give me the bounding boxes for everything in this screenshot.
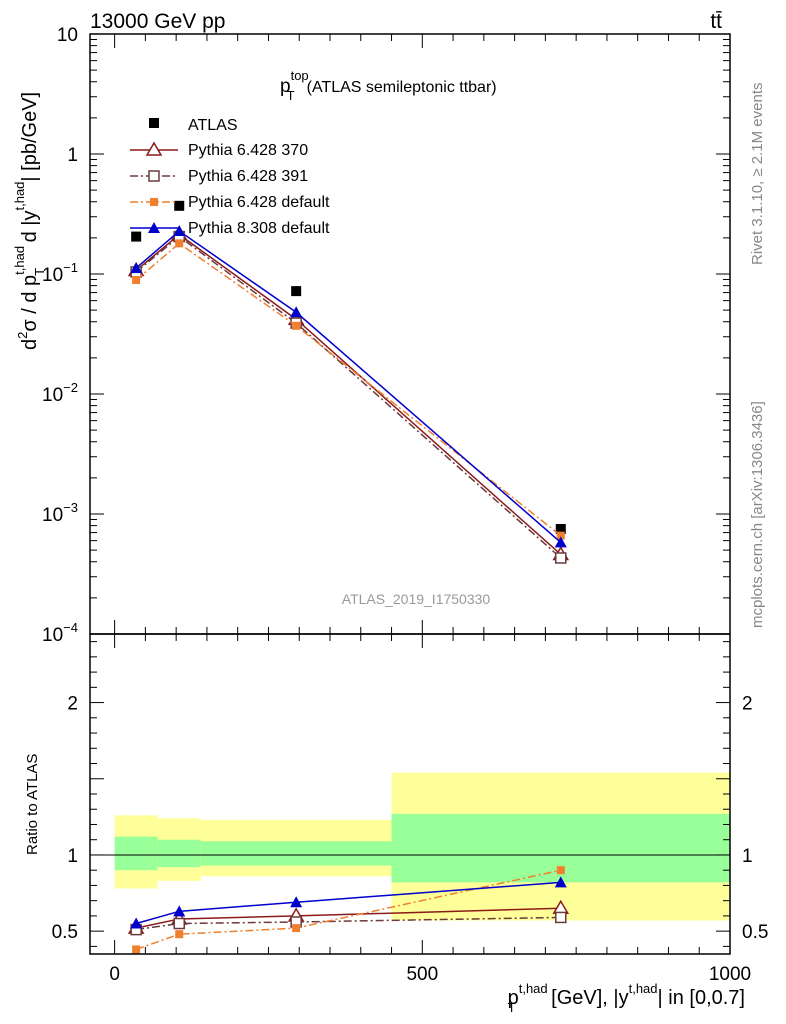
- main-y-tick-label: 10−3: [42, 500, 78, 526]
- main-point-s4-3: [554, 536, 567, 548]
- ratio-band-green: [114, 836, 158, 871]
- main-series-line-1: [135, 233, 562, 556]
- legend-entry-pythia6-default: Pythia 6.428 default: [130, 194, 330, 211]
- ratio-point-s3-1: [173, 905, 186, 917]
- legend-label-pythia8-default: Pythia 8.308 default: [188, 220, 330, 237]
- ratio-series-line-1: [136, 916, 561, 931]
- x-tick-label: 500: [406, 964, 438, 985]
- main-point-s0-0: [131, 231, 142, 242]
- main-y-tick-label: 10−1: [42, 260, 78, 286]
- legend-entry-pythia8-default: Pythia 8.308 default: [130, 220, 330, 237]
- main-y-axis-label: d2σ / d pt,had T d |yt,had| [pb/GeV]: [12, 92, 47, 350]
- legend-label-pythia6-370: Pythia 6.428 370: [188, 142, 308, 159]
- main-point-s0-1: [174, 200, 185, 211]
- ratio-y-tick-label: 2: [67, 694, 78, 715]
- analysis-watermark: ATLAS_2019_I1750330: [342, 591, 491, 607]
- ratio-y-tick-label: 0.5: [52, 922, 78, 943]
- main-point-s0-2: [291, 286, 302, 297]
- legend-marker-pythia8-default: [148, 222, 160, 233]
- main-y-tick-label: 10−2: [42, 380, 78, 406]
- legend: ATLAS Pythia 6.428 370 Pythia 6.428 391 …: [130, 117, 330, 237]
- main-series-line-4: [135, 230, 562, 543]
- main-point-s4-2: [290, 306, 303, 318]
- legend-marker-atlas: [149, 118, 159, 128]
- x-tick-label: 0: [109, 964, 120, 985]
- ratio-point-s2-3: [556, 866, 565, 875]
- ratio-point-s3-2: [290, 896, 303, 908]
- ratio-series-line-3: [135, 881, 561, 925]
- main-point-s4-1: [173, 225, 186, 237]
- legend-entry-pythia6-391: Pythia 6.428 391: [130, 168, 308, 185]
- main-y-tick-label: 10−4: [42, 620, 78, 646]
- process-label: tt̄: [710, 10, 722, 33]
- legend-marker-pythia6-default: [150, 198, 158, 206]
- main-panel: 10 1 10−1 10−2 10−3 10−4 ptop T (ATLAS semilept…: [12, 25, 731, 646]
- ratio-point-s3-0: [130, 917, 143, 929]
- ratio-point-s2-1: [175, 930, 184, 939]
- ratio-y-tick-label: 1: [67, 846, 78, 867]
- ratio-point-s3-3: [554, 876, 567, 888]
- ratio-band-green: [157, 839, 201, 868]
- legend-marker-pythia6-391: [148, 170, 160, 182]
- legend-entry-pythia6-370: Pythia 6.428 370: [130, 141, 308, 159]
- main-series-line-2: [135, 235, 562, 559]
- ratio-y-axis-label: Ratio to ATLAS: [24, 754, 41, 855]
- legend-label-pythia6-391: Pythia 6.428 391: [188, 168, 308, 185]
- main-frame: [89, 33, 731, 635]
- ratio-point-s1-1: [173, 917, 185, 930]
- ratio-point-s1-3: [555, 911, 567, 924]
- ratio-series-line-2: [135, 869, 561, 951]
- legend-label-atlas: ATLAS: [188, 117, 238, 134]
- main-point-s3-2: [292, 321, 301, 330]
- energy-label: 13000 GeV pp: [90, 10, 225, 33]
- ratio-y-tick-label-right: 0.5: [742, 922, 768, 943]
- ratio-y-tick-label-right: 2: [742, 694, 753, 715]
- x-axis-label: pt,had T [GeV], |yt,had| in [0,0.7]: [508, 981, 745, 1015]
- ratio-y-tick-label-right: 1: [742, 846, 753, 867]
- x-tick-label: 1000: [709, 964, 751, 985]
- main-y-tick-label: 1: [67, 145, 78, 166]
- main-point-s2-3: [555, 552, 567, 564]
- ratio-panel: 0.5 0.5 1 1 2 2 0 500 1000 Ratio to ATLAS pt,ha…: [24, 633, 768, 1015]
- legend-entry-atlas: ATLAS: [149, 117, 238, 134]
- main-point-s3-0: [132, 276, 141, 285]
- legend-label-pythia6-default: Pythia 6.428 default: [188, 194, 330, 211]
- ratio-point-s2-0: [132, 945, 141, 954]
- main-y-tick-label: 10: [57, 25, 78, 46]
- ratio-point-s2-2: [292, 924, 301, 933]
- ratio-series-line-0: [135, 907, 561, 929]
- ratio-band-green: [200, 841, 392, 866]
- main-point-s4-0: [130, 262, 143, 274]
- main-point-s3-1: [175, 239, 184, 248]
- main-point-s0-3: [555, 523, 566, 534]
- main-series-line-3: [135, 242, 562, 537]
- mcplots-label: mcplots.cern.ch [arXiv:1306.3436]: [749, 401, 766, 628]
- legend-marker-pythia6-370: [145, 141, 163, 156]
- plot-title: ptop T (ATLAS semileptonic ttbar): [280, 68, 497, 103]
- rivet-version-label: Rivet 3.1.10, ≥ 2.1M events: [749, 83, 766, 266]
- main-point-s3-3: [556, 531, 565, 540]
